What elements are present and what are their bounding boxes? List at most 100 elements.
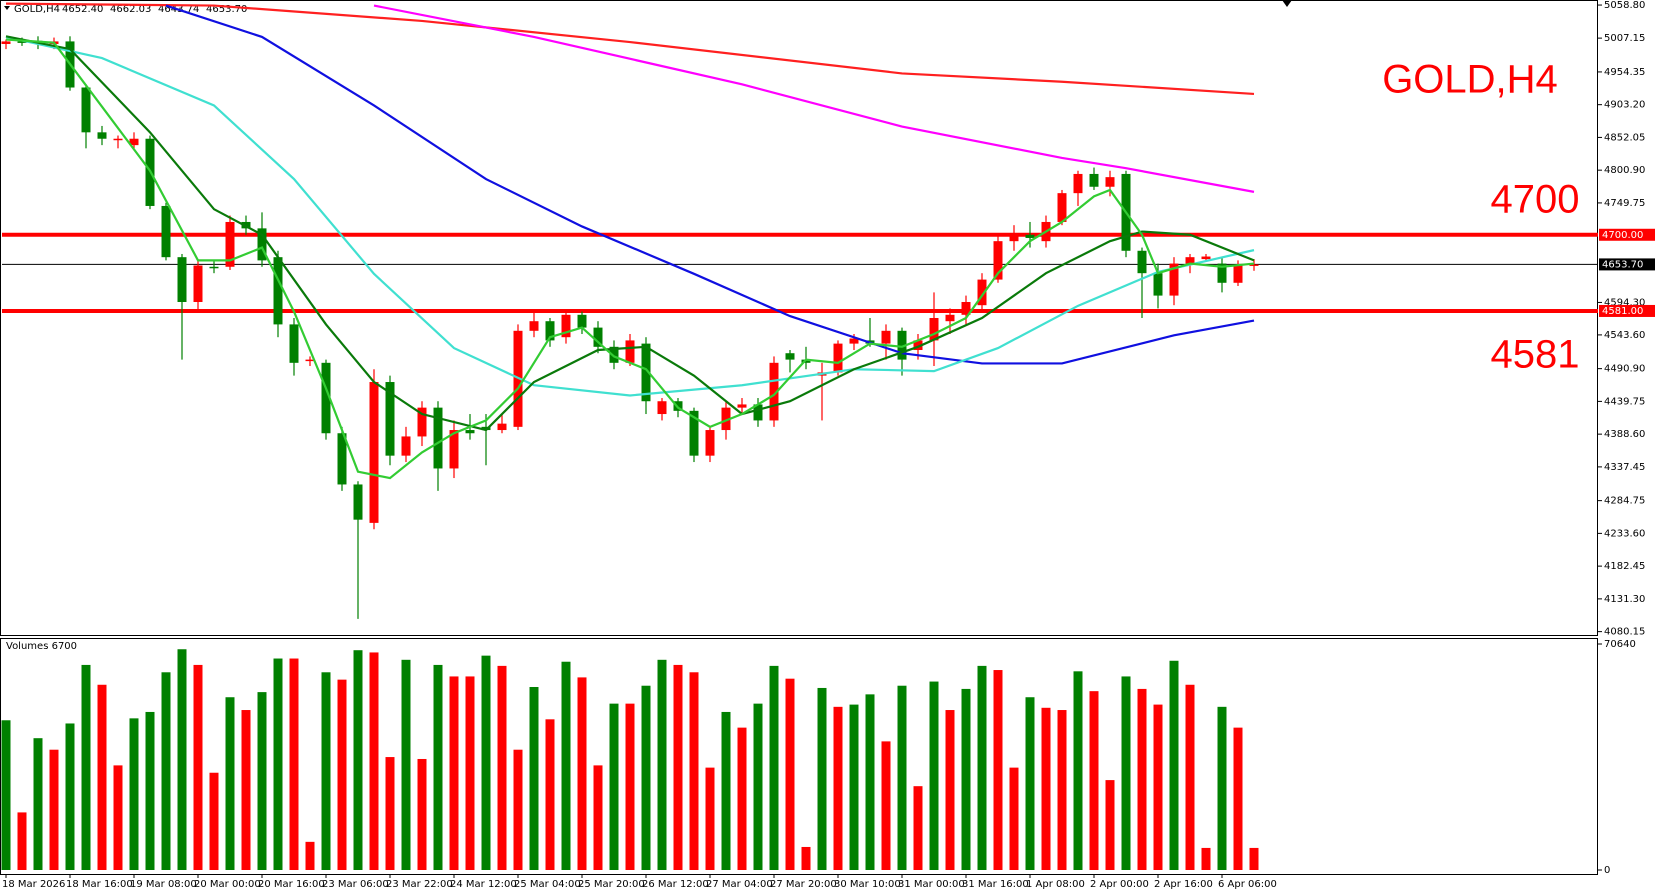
- volume-bar: [609, 703, 619, 870]
- volume-bar: [561, 661, 571, 870]
- x-tick-label: 24 Mar 12:00: [450, 879, 517, 890]
- volume-bar: [161, 672, 171, 870]
- volume-bar: [625, 703, 635, 870]
- level-label: 4700.00: [1602, 230, 1643, 241]
- volume-bar: [1153, 704, 1163, 870]
- x-tick-label: 31 Mar 16:00: [962, 879, 1029, 890]
- moving-average: [5, 35, 1255, 432]
- x-tick-label: 20 Mar 16:00: [258, 879, 325, 890]
- volume-bar: [113, 765, 123, 870]
- y-tick-label: 4543.60: [1604, 330, 1645, 341]
- x-tick-label: 25 Mar 04:00: [514, 879, 581, 890]
- level-label: 4581.00: [1602, 306, 1643, 317]
- volume-bar: [177, 649, 187, 870]
- x-tick-label: 2 Apr 00:00: [1090, 879, 1149, 890]
- volume-bar: [881, 741, 891, 870]
- candle-body: [833, 343, 843, 373]
- candle-body: [657, 401, 667, 415]
- candle-body: [769, 362, 779, 421]
- candle-body: [129, 138, 139, 146]
- volume-bar: [545, 719, 555, 870]
- volume-bar: [241, 710, 251, 870]
- candle-body: [641, 343, 651, 402]
- volume-bar: [321, 672, 331, 870]
- candle-body: [529, 321, 539, 331]
- volume-bar: [193, 664, 203, 870]
- moving-average: [5, 2, 1255, 96]
- volume-bar: [65, 723, 75, 870]
- candle-body: [465, 430, 475, 434]
- candle-body: [417, 407, 427, 437]
- candle-body: [225, 221, 235, 267]
- candle-body: [209, 266, 219, 269]
- candle-body: [977, 279, 987, 306]
- candle-body: [161, 205, 171, 258]
- candle-body: [337, 433, 347, 485]
- candle-body: [97, 132, 107, 139]
- candle-body: [17, 41, 27, 43]
- candle-body: [785, 353, 795, 360]
- volume-bar: [337, 679, 347, 870]
- candle-body: [257, 228, 267, 261]
- volume-bar: [945, 710, 955, 870]
- candle-body: [305, 359, 315, 362]
- candle-body: [561, 314, 571, 338]
- volume-bar: [465, 676, 475, 870]
- x-tick-label: 18 Mar 2026: [2, 879, 65, 890]
- volume-bar: [1041, 707, 1051, 870]
- candle-body: [1249, 264, 1259, 266]
- candle-body: [1169, 263, 1179, 296]
- candle-body: [81, 87, 91, 133]
- candle-body: [961, 301, 971, 315]
- ohlc-high: 4662.03: [110, 4, 151, 15]
- x-tick-label: 23 Mar 06:00: [322, 879, 389, 890]
- volume-bar: [401, 659, 411, 870]
- x-tick-label: 6 Apr 06:00: [1218, 879, 1277, 890]
- candle-body: [881, 330, 891, 344]
- volume-bar: [209, 772, 219, 870]
- candle-body: [1217, 263, 1227, 283]
- volume-bar: [849, 704, 859, 870]
- candle-body: [1089, 173, 1099, 187]
- volume-bar: [49, 749, 59, 870]
- volume-bar: [929, 681, 939, 870]
- volume-bar: [81, 664, 91, 870]
- y-tick-label: 4131.30: [1604, 594, 1645, 605]
- x-tick-label: 19 Mar 08:00: [130, 879, 197, 890]
- y-tick-label: 4749.75: [1604, 198, 1645, 209]
- volume-bar: [1025, 697, 1035, 870]
- volume-bar: [657, 659, 667, 870]
- candle-body: [737, 404, 747, 408]
- volume-bar: [1185, 684, 1195, 870]
- annotation: 4700: [1491, 178, 1580, 222]
- level-label-box: [1599, 228, 1655, 241]
- candle-body: [1057, 193, 1067, 222]
- ohlc-open: 4652.40: [62, 4, 103, 15]
- y-tick-label: 4594.30: [1604, 297, 1645, 308]
- volume-bar: [353, 650, 363, 870]
- volume-bar: [785, 678, 795, 870]
- candle-body: [401, 436, 411, 456]
- y-tick-label: 4903.20: [1604, 100, 1645, 111]
- volume-bar: [913, 786, 923, 870]
- volume-bar: [1105, 780, 1115, 870]
- x-tick-label: 18 Mar 16:00: [66, 879, 133, 890]
- candle-body: [273, 257, 283, 325]
- volume-bar: [801, 846, 811, 870]
- volume-panel-frame: [0, 638, 1598, 875]
- y-tick-label: 4233.60: [1604, 528, 1645, 539]
- y-tick-label: 4439.75: [1604, 396, 1645, 407]
- shift-marker: [1282, 0, 1292, 7]
- volume-bar: [449, 676, 459, 870]
- candle-body: [993, 241, 1003, 280]
- volume-bar: [817, 687, 827, 870]
- volume-bar: [1217, 706, 1227, 870]
- volume-bar: [513, 749, 523, 870]
- candle-body: [753, 404, 763, 421]
- candle-body: [593, 327, 603, 347]
- volume-bar: [385, 757, 395, 870]
- volume-bar: [1073, 671, 1083, 870]
- y-tick-label: 0: [1604, 865, 1610, 876]
- volume-bar: [433, 664, 443, 870]
- candle-body: [721, 407, 731, 431]
